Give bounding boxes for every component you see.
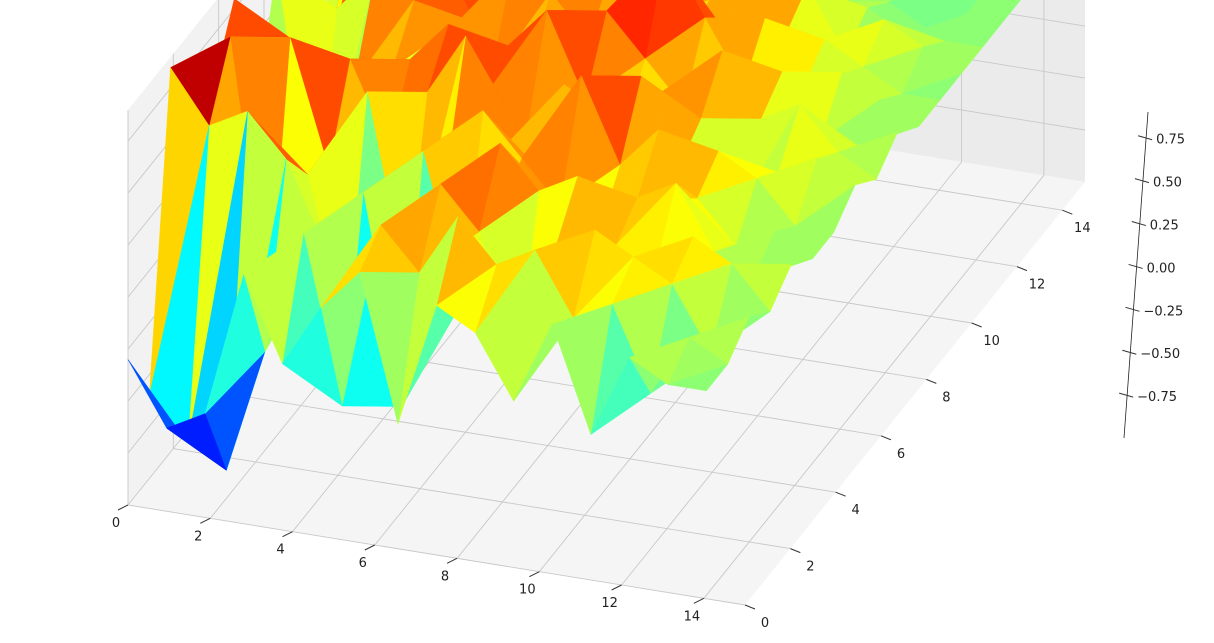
- z-tick: [1131, 221, 1146, 227]
- y-tick-label: 14: [1074, 221, 1091, 236]
- surface-facet: [204, 273, 266, 414]
- x-tick: [200, 517, 211, 524]
- surface-facet: [359, 271, 420, 425]
- z-tick-label: 0.25: [1150, 219, 1179, 234]
- y-tick-label: 8: [942, 390, 950, 405]
- y-tick-label: 4: [852, 503, 860, 518]
- z-tick: [1119, 392, 1134, 398]
- surface-facet: [436, 264, 497, 333]
- x-tick-label: 4: [276, 543, 284, 558]
- y-tick: [971, 322, 982, 328]
- x-tick-label: 2: [194, 529, 202, 544]
- surface-facet: [667, 363, 729, 392]
- z-tick-label: −0.50: [1140, 347, 1180, 362]
- y-tick: [1062, 209, 1073, 215]
- surface-facet: [628, 337, 690, 385]
- z-tick: [1128, 263, 1143, 269]
- z-tick: [1125, 306, 1140, 312]
- z-tick: [1137, 135, 1153, 141]
- surface-facet: [771, 0, 802, 34]
- z-gridline: [127, 0, 243, 142]
- y-tick: [835, 491, 846, 497]
- x-tick-label: 10: [519, 583, 536, 598]
- surface-facet: [590, 357, 651, 436]
- surface: [127, 0, 1021, 471]
- x-tick: [117, 504, 129, 511]
- x-tick: [693, 597, 705, 604]
- y-tick-label: 0: [761, 616, 769, 631]
- x-tick-label: 8: [441, 569, 449, 584]
- z-tick: [1134, 178, 1150, 184]
- x-tick-label: 0: [112, 516, 120, 531]
- z-tick-label: 0.50: [1153, 176, 1182, 191]
- x-tick-label: 6: [359, 556, 367, 571]
- z-tick-label: 0.75: [1156, 133, 1185, 148]
- x-tick: [611, 584, 622, 591]
- z-tick: [1122, 349, 1137, 355]
- z-axis-line: [1123, 111, 1149, 439]
- y-tick: [744, 604, 756, 610]
- surface-facet: [166, 413, 227, 471]
- y-tick: [1016, 266, 1028, 272]
- y-tick-label: 6: [897, 447, 905, 462]
- axes: 0 2 4 6 8 10 12 14 0 2 4 6 8 10 12 14 0.75 0.50 0.25 0.00 −0…: [112, 111, 1185, 631]
- x-gridline: [703, 0, 1045, 599]
- x-tick: [364, 544, 376, 551]
- y-tick: [926, 378, 937, 384]
- y-tick: [790, 548, 801, 554]
- x-tick: [446, 557, 458, 564]
- x-tick: [529, 571, 540, 578]
- surface-facet: [282, 307, 343, 407]
- surface-facet: [551, 303, 613, 435]
- surface-facet: [397, 216, 458, 425]
- surface-facet: [474, 249, 536, 402]
- z-tick-label: 0.00: [1147, 261, 1176, 276]
- y-tick-label: 10: [983, 334, 1000, 349]
- x-tick-label: 14: [684, 609, 701, 624]
- surface-facet: [320, 224, 381, 308]
- y-tick-label: 2: [806, 560, 814, 575]
- x-gridline: [621, 0, 963, 586]
- surface-facet: [243, 232, 304, 365]
- x-tick-label: 12: [601, 596, 618, 611]
- x-tick: [282, 531, 293, 538]
- y-tick-label: 12: [1029, 278, 1046, 293]
- y-tick: [880, 435, 892, 441]
- z-tick-label: −0.75: [1137, 390, 1177, 405]
- z-tick-label: −0.25: [1143, 304, 1183, 319]
